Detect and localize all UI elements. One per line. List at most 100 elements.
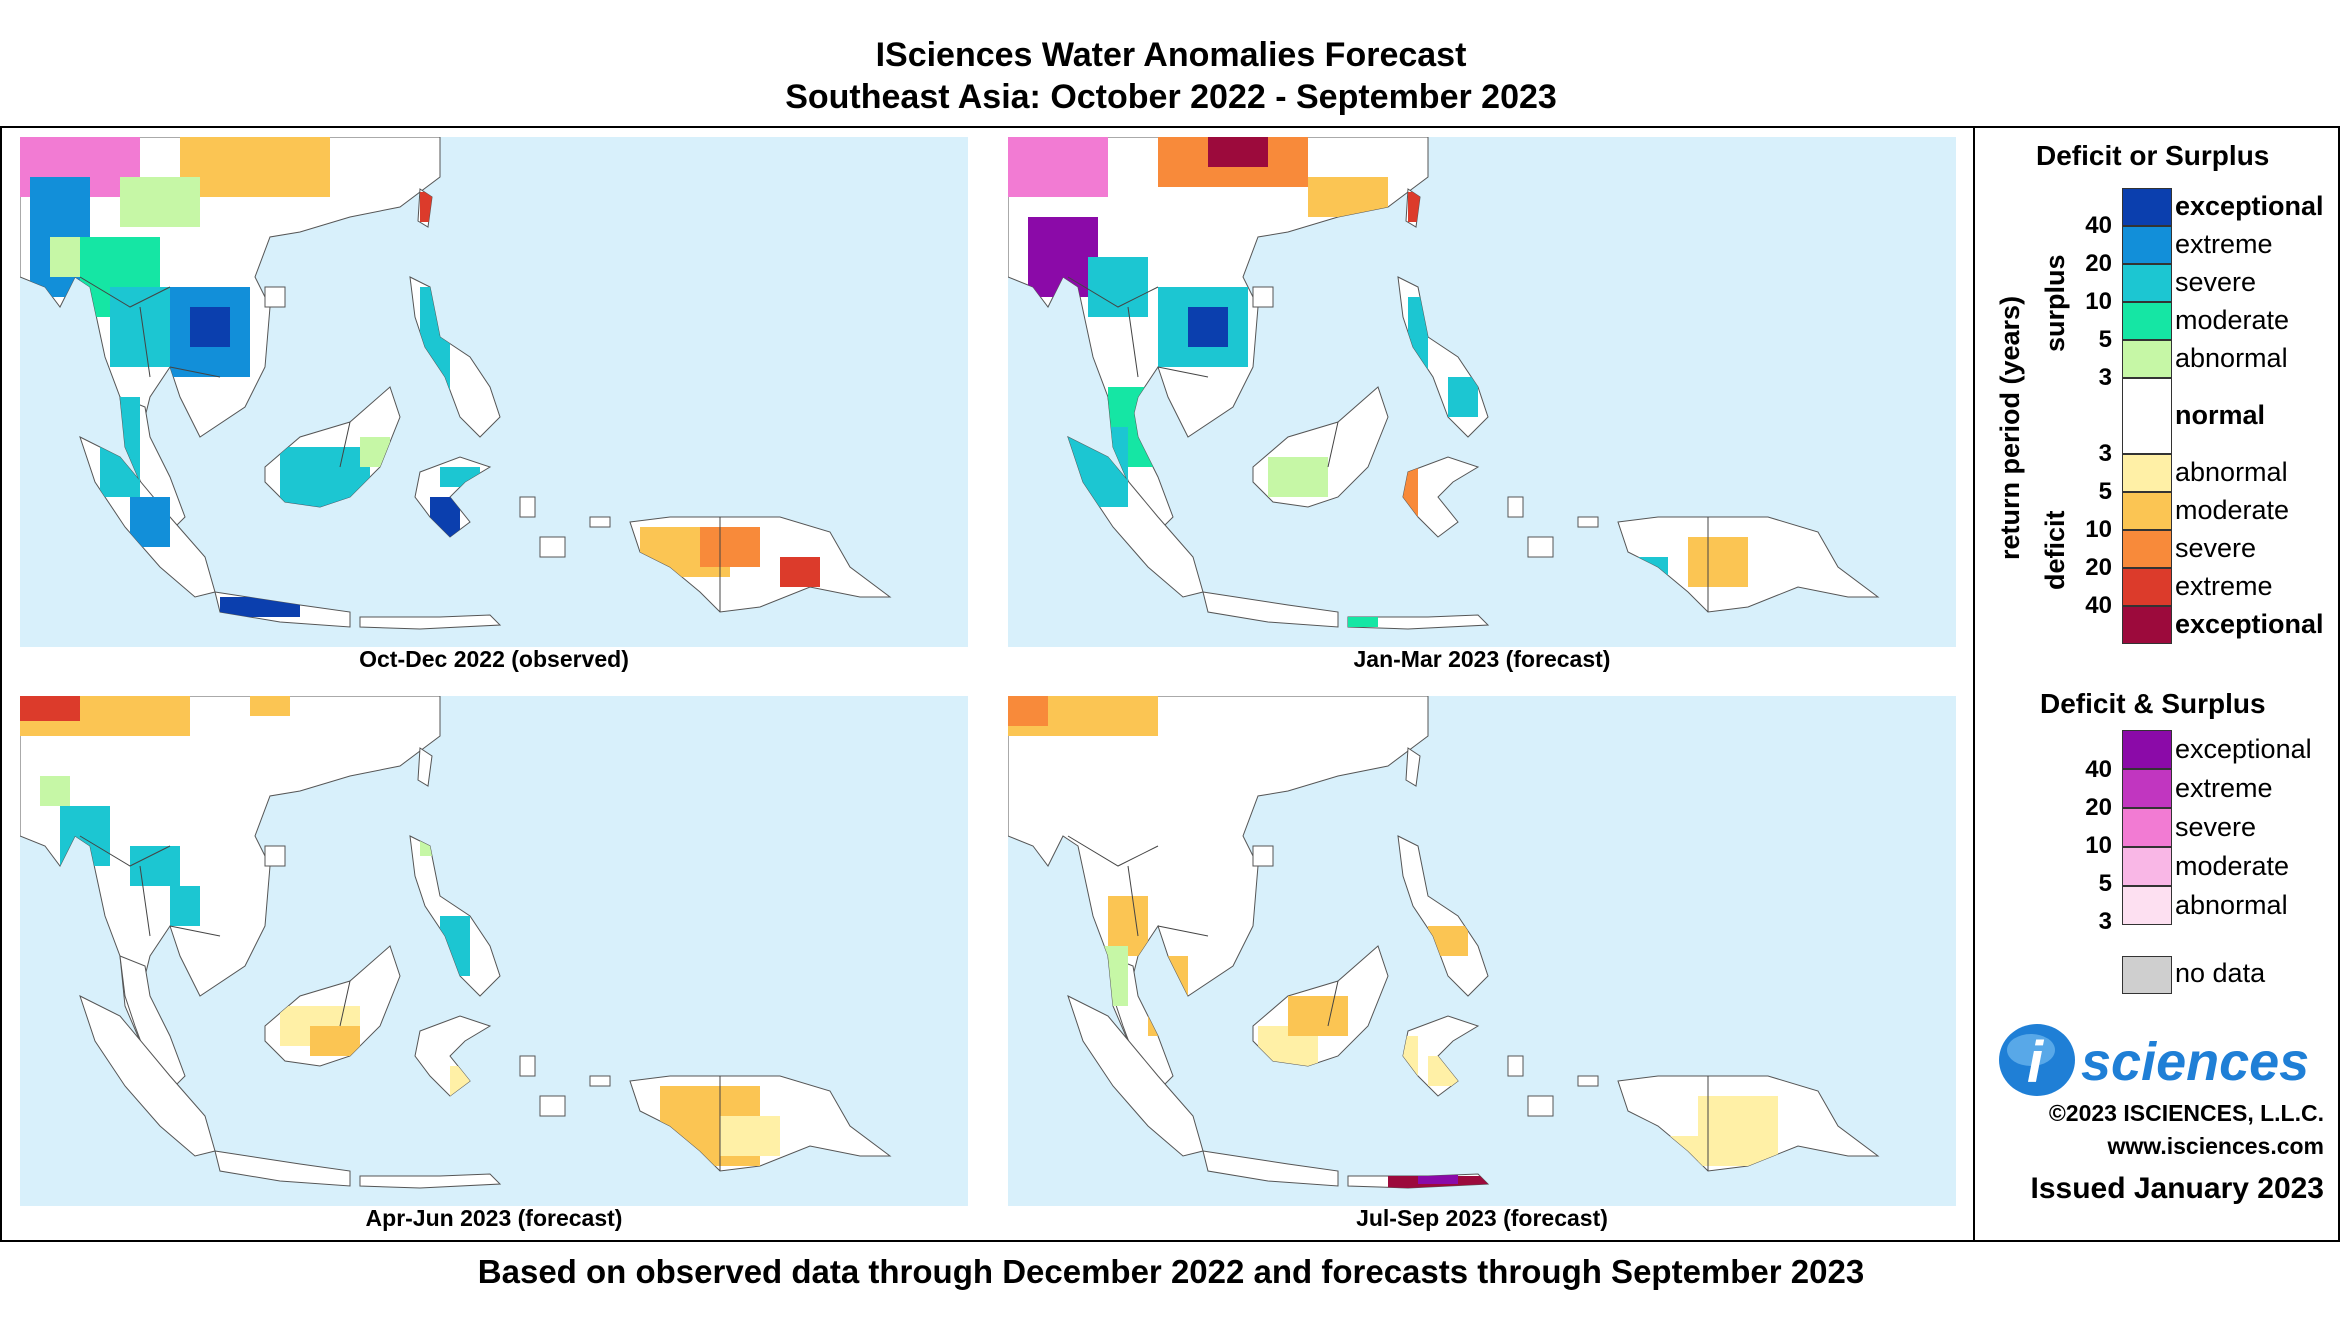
land-polygon — [589, 1075, 611, 1087]
anomaly-cell — [1448, 377, 1478, 417]
anomaly-cell — [1288, 996, 1348, 1036]
anomaly-cell — [120, 177, 200, 227]
legend-label-surplus-exceptional: exceptional — [2175, 191, 2324, 221]
anomaly-cell — [430, 497, 460, 537]
legend-swatch-deficit-severe — [2122, 530, 2172, 568]
anomaly-cell — [1338, 617, 1378, 627]
legend-swatch-deficit-extreme — [2122, 568, 2172, 606]
website: www.isciences.com — [2107, 1133, 2324, 1159]
legend-tick: 10 — [2085, 288, 2112, 315]
map-panel-jan-mar — [1008, 137, 1956, 647]
country-border — [169, 366, 221, 378]
country-border — [1157, 925, 1209, 937]
anomaly-cell — [780, 557, 820, 587]
map-caption: Jan-Mar 2023 (forecast) — [1353, 646, 1611, 672]
legend-tick: 3 — [2098, 908, 2112, 935]
land-polygon — [359, 1173, 502, 1189]
legend-label-deficit-extreme: extreme — [2175, 571, 2273, 601]
anomaly-cell — [720, 1116, 780, 1156]
anomaly-cell — [1688, 537, 1748, 587]
legend-swatch-normal — [2122, 378, 2172, 454]
legend-tick: 5 — [2098, 326, 2112, 353]
map-caption: Apr-Jun 2023 (forecast) — [365, 1205, 623, 1231]
anomaly-cell — [250, 696, 290, 716]
legend-label-surplus-extreme: extreme — [2175, 229, 2273, 259]
legend-tick: 20 — [2085, 554, 2112, 581]
legend-swatch-deficit-abnormal — [2122, 454, 2172, 492]
legend-swatch-deficit-moderate — [2122, 492, 2172, 530]
land-polygon — [519, 496, 536, 518]
land-polygon — [1252, 845, 1274, 867]
legend-divider — [1973, 126, 1975, 1242]
legend-swatch-surplus-moderate — [2122, 302, 2172, 340]
country-border — [79, 276, 171, 308]
map-panel-apr-jun — [20, 696, 968, 1206]
copyright: ©2023 ISCIENCES, L.L.C. — [2048, 1100, 2324, 1126]
legend-swatch-surplus-severe — [2122, 264, 2172, 302]
anomaly-cell — [50, 237, 80, 277]
anomaly-cell — [1008, 137, 1108, 197]
logo-letter: i — [2027, 1030, 2045, 1095]
legend-title-deficit-and-surplus: Deficit & Surplus — [2040, 688, 2266, 719]
map-caption: Oct-Dec 2022 (observed) — [359, 646, 629, 672]
land-polygon — [359, 614, 502, 630]
anomaly-cell — [1028, 217, 1098, 297]
legend-tick: 3 — [2098, 440, 2112, 467]
anomaly-cell — [40, 776, 70, 806]
isciences-logo: i sciences — [1999, 1024, 2309, 1096]
land-polygon — [1405, 747, 1421, 787]
country-border — [1327, 980, 1339, 1027]
land-polygon — [417, 747, 433, 787]
anomaly-cell — [440, 916, 470, 976]
legend-tick: 40 — [2085, 756, 2112, 783]
anomaly-cell — [1428, 1056, 1458, 1086]
anomaly-cell — [310, 1026, 360, 1056]
map-subtitle: Southeast Asia: October 2022 - September… — [785, 78, 1557, 116]
legend-label-surplus-abnormal: abnormal — [2175, 343, 2288, 373]
anomaly-cell — [420, 826, 440, 856]
anomaly-cell — [360, 437, 390, 467]
anomaly-cell — [1698, 1096, 1778, 1166]
land-polygon — [1397, 835, 1489, 997]
land-polygon — [1527, 1095, 1554, 1117]
anomaly-cell — [1098, 946, 1128, 1006]
legend-swatch-both-exceptional — [2122, 730, 2172, 769]
country-border — [339, 980, 351, 1027]
land-polygon — [589, 516, 611, 528]
legend-label-both-moderate: moderate — [2175, 851, 2290, 881]
anomaly-cell — [60, 806, 110, 866]
map-svg — [20, 137, 892, 630]
anomaly-cell — [700, 527, 760, 567]
legend-swatch-both-abnormal — [2122, 886, 2172, 925]
anomaly-cell — [1388, 447, 1418, 527]
legend-swatch-surplus-exceptional — [2122, 188, 2172, 226]
anomaly-cell — [1378, 1036, 1418, 1096]
legend-swatch-both-extreme — [2122, 769, 2172, 808]
land-polygon — [1067, 995, 1204, 1157]
land-polygon — [1527, 536, 1554, 558]
legend-label-deficit-severe: severe — [2175, 533, 2257, 563]
anomaly-cell — [100, 397, 140, 497]
land-polygon — [1577, 516, 1599, 528]
land-polygon — [1507, 496, 1524, 518]
country-border — [339, 421, 351, 468]
legend-tick: 5 — [2098, 870, 2112, 897]
legend-title-deficit-or-surplus: Deficit or Surplus — [2036, 140, 2270, 171]
country-border — [1067, 835, 1159, 867]
land-polygon — [1252, 286, 1274, 308]
land-polygon — [539, 1095, 566, 1117]
legend-label-both-extreme: extreme — [2175, 773, 2273, 803]
figure-frame — [0, 126, 2340, 1242]
country-border — [139, 306, 151, 378]
land-polygon — [1202, 591, 1339, 628]
legend-tick: 10 — [2085, 516, 2112, 543]
anomaly-layer — [20, 137, 820, 617]
legend-swatch-both-moderate — [2122, 847, 2172, 886]
country-border — [1127, 865, 1139, 937]
legend-label-surplus-moderate: moderate — [2175, 305, 2290, 335]
map-panel-jul-sep — [1008, 696, 1956, 1206]
anomaly-cell — [1188, 307, 1228, 347]
anomaly-cell — [190, 307, 230, 347]
country-border — [1067, 276, 1159, 308]
legend-swatch-no-data — [2122, 956, 2172, 994]
